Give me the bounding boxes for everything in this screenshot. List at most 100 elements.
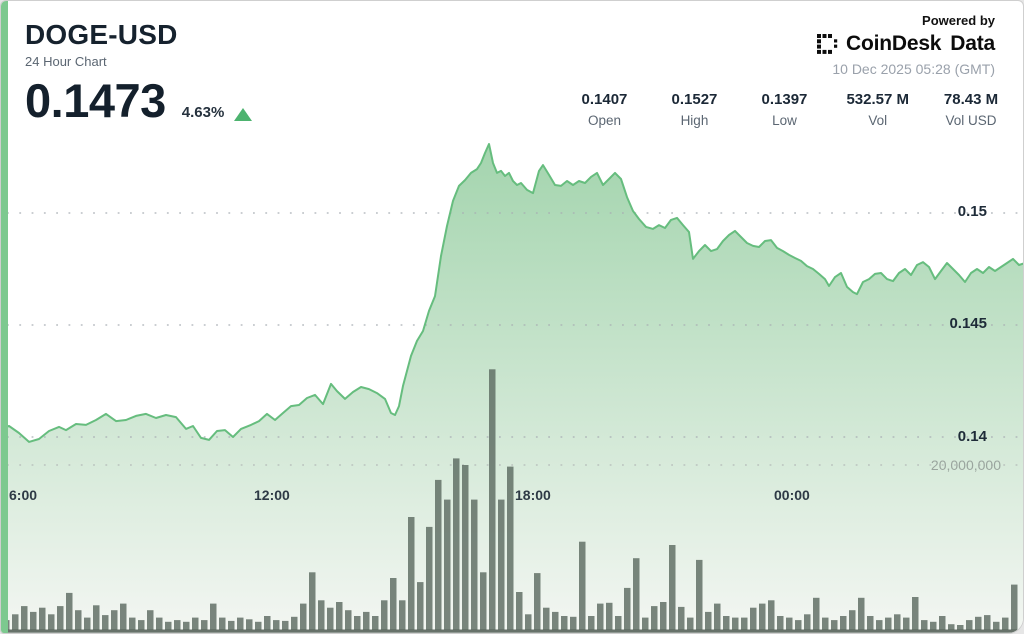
volume-bar [750,607,757,630]
volume-bar [336,602,343,631]
ohlc-stats-row: 0.1407 Open 0.1527 High 0.1397 Low 532.5… [576,91,999,128]
powered-by-label: Powered by [922,13,995,28]
volume-bar [876,620,883,630]
x-axis-label-18: 18:00 [515,487,551,503]
volume-bar [489,369,496,630]
volume-bar [867,616,874,630]
volume-bar [534,573,541,630]
stat-high: 0.1527 High [666,91,722,128]
page-title: DOGE-USD [25,19,178,50]
volume-bar [813,597,820,630]
volume-bar [444,499,451,630]
volume-bar [390,578,397,630]
volume-bar [696,559,703,630]
volume-bar [453,458,460,630]
volume-bar [957,625,964,630]
brand-name-second: Data [950,32,995,55]
volume-bar [147,610,154,630]
left-accent-stripe [1,1,8,633]
volume-bar [903,617,910,630]
volume-bar [885,617,892,630]
volume-bar [1002,617,1009,630]
volume-bar [705,611,712,631]
volume-bar [21,606,28,630]
brand-logo: CoinDesk Data [817,32,995,56]
volume-bar [417,582,424,630]
stat-vol-value: 532.57 M [846,91,909,108]
x-axis-label-00: 00:00 [774,487,810,503]
volume-bar [39,607,46,630]
volume-bar [984,615,991,630]
volume-bar [192,617,199,630]
volume-bar [840,616,847,630]
volume-bar [138,620,145,630]
volume-bar [777,616,784,630]
volume-bar [633,558,640,630]
volume-bar [930,621,937,631]
volume-bar [498,499,505,630]
volume-bar [678,606,685,630]
chart-range-subtitle: 24 Hour Chart [25,54,107,69]
volume-bar [111,610,118,630]
volume-bar [372,616,379,630]
volume-bar [732,617,739,630]
volume-bar [894,614,901,630]
volume-bar [759,603,766,630]
stat-low-value: 0.1397 [761,91,808,108]
volume-bar [48,614,55,630]
volume-bar [300,603,307,630]
volume-bar [201,620,208,630]
volume-bar [120,603,127,630]
volume-bar [615,616,622,630]
volume-baseline [3,629,1017,633]
chart-timestamp: 10 Dec 2025 05:28 (GMT) [832,61,995,77]
stat-low-label: Low [772,113,797,128]
header-right: Powered by CoinDesk Data 10 Dec 2025 05:… [817,13,995,77]
volume-bar [561,616,568,630]
volume-bar [669,545,676,630]
volume-bar [12,614,19,630]
volume-bar [246,619,253,630]
volume-bar [948,624,955,630]
stat-open-value: 0.1407 [581,91,628,108]
volume-bar [579,541,586,630]
stat-vol-label: Vol [868,113,888,128]
y-axis-label-0.145: 0.145 [949,315,987,332]
volume-bar [66,592,73,630]
volume-bar [921,620,928,630]
volume-bar [210,603,217,630]
volume-bar [318,600,325,630]
volume-bar [84,617,91,630]
volume-bar [552,611,559,631]
volume-bar [714,603,721,630]
price-line [1,143,1023,443]
volume-bar [30,611,37,631]
volume-bar [462,465,469,630]
volume-axis-label: 20,000,000 [930,457,1001,473]
volume-bar [660,602,667,631]
header-left: DOGE-USD 24 Hour Chart 0.1473 4.63% [25,19,253,124]
volume-bar [570,616,577,630]
volume-bar [588,616,595,630]
volume-bar [507,466,514,630]
volume-bar [831,620,838,630]
volume-bar [102,615,109,630]
volume-bar [381,600,388,630]
volume-bar [435,479,442,631]
volume-bar [291,616,298,630]
volume-bar [993,621,1000,631]
stat-high-label: High [680,113,709,128]
volume-bar [651,606,658,630]
volume-bar [264,616,271,630]
volume-bar [741,617,748,630]
volume-bar [408,517,415,630]
volume-bar [93,605,100,631]
volume-bar [687,617,694,630]
volume-bar [768,600,775,630]
volume-bar [723,616,730,630]
volume-bar [480,572,487,631]
stat-vol: 532.57 M Vol [846,91,909,128]
